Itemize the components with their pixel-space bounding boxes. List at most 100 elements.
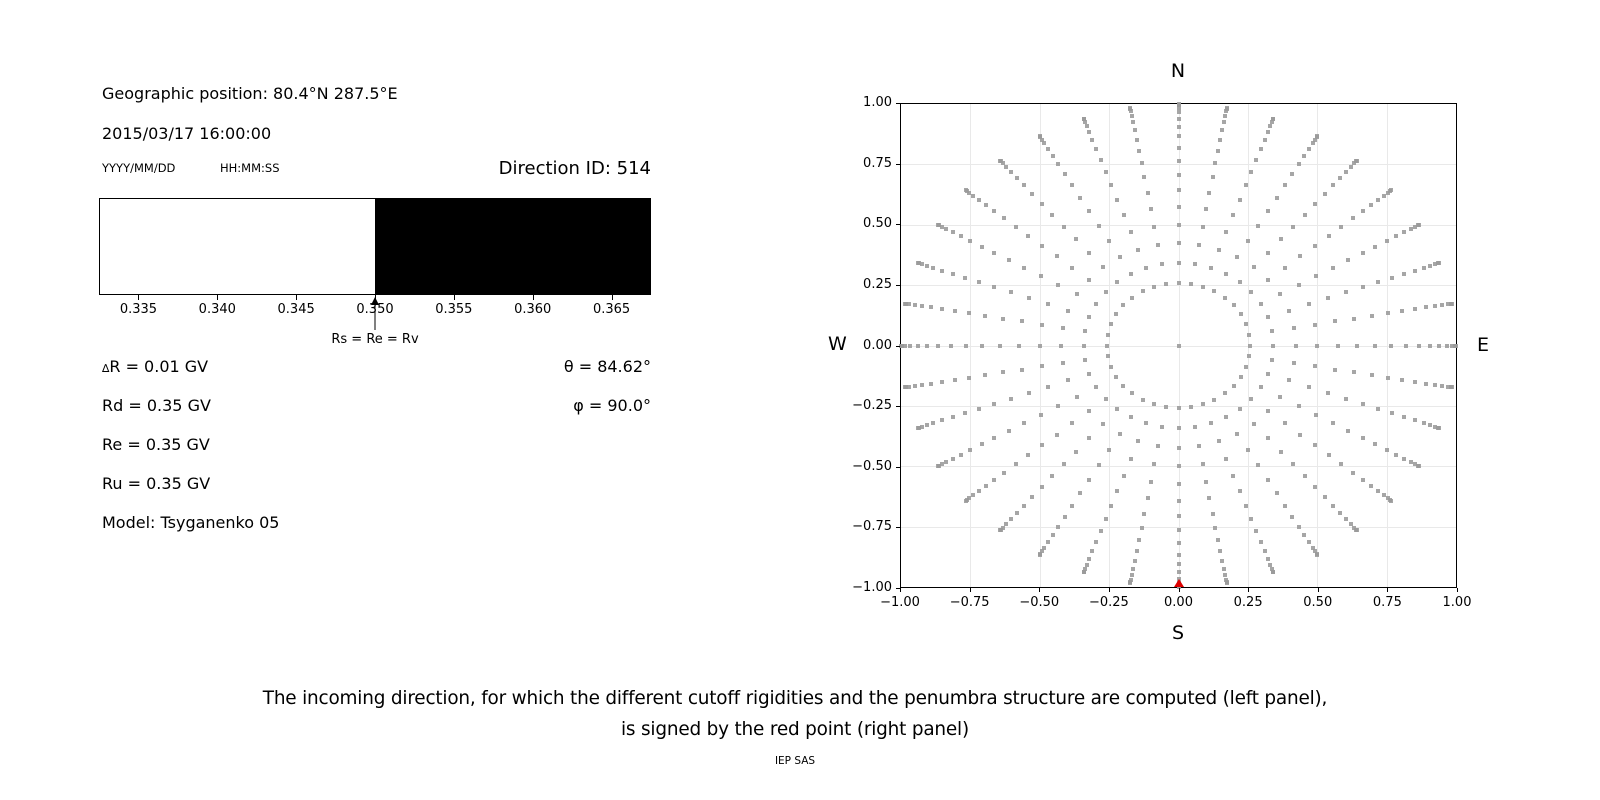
grid-dot [1122,473,1127,478]
grid-dot [1385,311,1390,316]
grid-dot [1216,247,1221,252]
grid-dot [1176,562,1181,567]
grid-dot [1132,127,1137,132]
grid-dot [968,448,973,453]
grid-dot [931,421,936,426]
grid-dot [1245,448,1250,453]
grid-dot [1245,238,1250,243]
grid-dot [1086,277,1091,282]
grid-dot [1188,281,1193,286]
grid-dot [1137,148,1142,153]
grid-dot [1360,285,1365,290]
grid-dot [1212,289,1217,294]
grid-dot [1026,233,1031,238]
direction-plot [899,102,1458,589]
grid-dot [1176,552,1181,557]
axis-tick [1457,588,1458,592]
grid-dot [1210,511,1215,516]
grid-dot [1282,421,1287,426]
grid-dot [1348,522,1353,527]
grid-dot [1400,309,1405,314]
grid-dot [1408,226,1413,231]
grid-dot [1424,381,1429,386]
grid-dot [1136,247,1141,252]
axis-tick-label: −0.75 [852,519,892,535]
grid-dot [1224,105,1229,110]
grid-dot [1050,212,1055,217]
grid-dot [1339,462,1344,467]
grid-dot [1062,172,1067,177]
grid-dot [1413,462,1418,467]
grid-dot [1296,403,1301,408]
grid-dot [1050,533,1055,538]
grid-dot [944,460,949,465]
grid-dot [1042,141,1047,146]
grid-dot [1087,477,1092,482]
grid-dot [1054,432,1059,437]
axis-tick-label: 1.00 [863,95,892,110]
grid-dot [1384,238,1389,243]
grid-dot [1376,197,1381,202]
grid-dot [983,484,988,489]
axis-tick [969,588,971,592]
grid-dot [1087,556,1092,561]
grid-dot [1061,325,1065,330]
grid-dot [1313,549,1318,554]
grid-dot [1385,496,1390,501]
grid-dot [998,158,1003,163]
grid-dot [971,193,976,198]
grid-dot [1176,172,1181,177]
grid-dot [1350,216,1355,221]
grid-dot [1109,183,1114,188]
grid-dot [1369,373,1374,378]
grid-dot [939,307,944,312]
grid-dot [919,382,924,387]
grid-dot [1402,271,1407,276]
grid-dot [1129,113,1134,118]
grid-dot [1278,292,1283,297]
grid-dot [1326,233,1331,238]
grid-dot [1056,403,1061,408]
grid-dot [1302,212,1307,217]
grid-dot [1223,109,1228,114]
grid-dot [1188,405,1193,410]
grid-dot [1296,283,1301,288]
grid-dot [1096,463,1101,468]
grid-dot [1037,552,1042,557]
grid-dot [1344,290,1349,295]
grid-dot [1098,529,1103,534]
grid-dot [1176,541,1181,546]
grid-dot [1360,209,1365,214]
grid-dot [1421,265,1426,270]
grid-dot [1098,157,1103,162]
grid-dot [1176,145,1181,150]
grid-dot [1254,157,1259,162]
grid-dot [1115,489,1120,494]
grid-dot [919,262,924,267]
grid-dot [1136,439,1141,444]
axis-tick [532,295,534,300]
grid-dot [1306,540,1311,545]
grid-dot [976,406,981,411]
grid-dot [963,188,968,193]
grid-dot [1381,193,1386,198]
grid-dot [1445,302,1450,307]
penumbra-segment [100,199,375,294]
time-format-label: HH:MM:SS [220,161,280,175]
grid-dot [1022,265,1027,270]
grid-dot [1400,377,1405,382]
grid-dot [1107,448,1112,453]
grid-dot [1176,134,1181,139]
grid-dot [1039,322,1044,327]
grid-dot [1087,435,1092,440]
grid-dot [1258,302,1263,307]
grid-dot [1444,343,1449,348]
grid-dot [1449,301,1454,306]
annotation-arrow-shaft [374,304,376,330]
grid-dot [971,493,976,498]
grid-dot [1006,428,1011,433]
grid-dot [983,373,988,378]
grid-dot [1268,124,1273,129]
grid-dot [967,375,972,380]
grid-dot [1223,230,1228,235]
